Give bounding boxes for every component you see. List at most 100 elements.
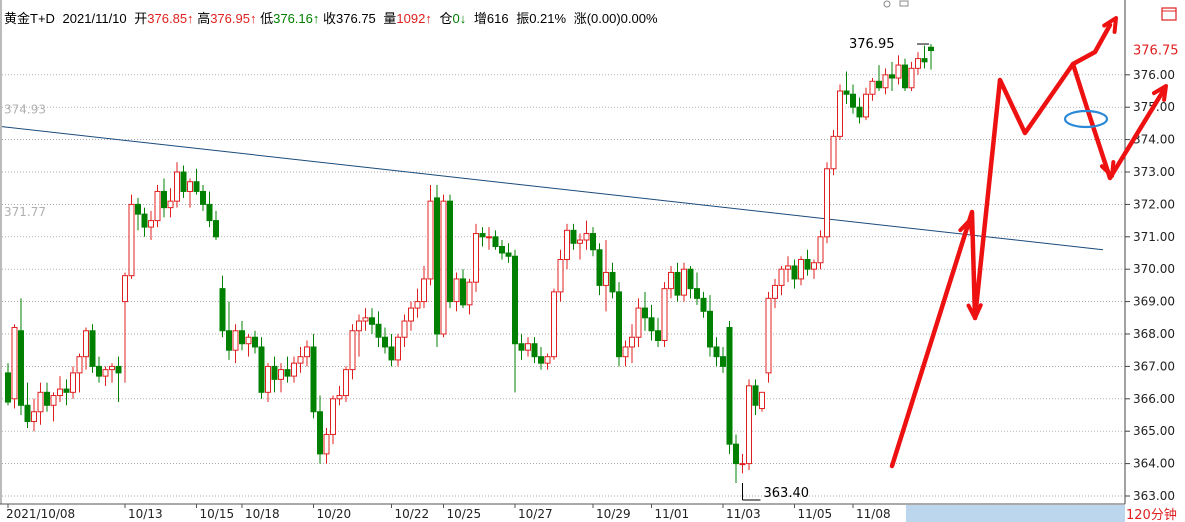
- candle: [694, 272, 700, 305]
- x-tick-label: 11/05: [798, 507, 833, 521]
- candle-body: [908, 67, 915, 89]
- candle-body: [889, 74, 895, 79]
- candle: [499, 240, 505, 260]
- candle-body: [343, 369, 349, 397]
- candle-body: [408, 307, 414, 322]
- candle: [603, 240, 609, 312]
- candle: [759, 391, 765, 412]
- candle: [330, 395, 336, 445]
- x-tick-label: 10/29: [596, 507, 631, 521]
- candle-body: [473, 233, 479, 283]
- candle-body: [778, 268, 785, 286]
- open-value: 376.85↑: [147, 11, 193, 26]
- reference-label-low: 371.77: [4, 205, 46, 219]
- candle-body: [674, 271, 681, 296]
- candle-body: [180, 171, 187, 192]
- candle-body: [759, 391, 765, 410]
- candle-body: [869, 80, 876, 95]
- y-tick-label: 376.00: [1133, 68, 1175, 82]
- candle: [733, 434, 739, 484]
- x-tick-label: 10/13: [128, 507, 163, 521]
- candle: [551, 288, 557, 360]
- candle: [518, 334, 525, 360]
- candle-body: [148, 220, 154, 228]
- high-label: 高: [197, 11, 210, 26]
- candle: [583, 220, 590, 250]
- candle-body: [369, 317, 375, 325]
- candle: [837, 84, 843, 140]
- candle: [122, 272, 128, 383]
- settings-icon[interactable]: [883, 0, 891, 8]
- candle: [369, 308, 375, 334]
- candle: [564, 223, 570, 270]
- candle-body: [713, 346, 720, 358]
- volume-value: 1092↑: [396, 11, 431, 26]
- candle-body: [356, 320, 362, 332]
- symbol-name: 黄金T+D: [4, 11, 55, 26]
- candle-body: [590, 233, 596, 251]
- restore-icon[interactable]: [899, 0, 909, 7]
- period-label[interactable]: 120分钟: [1126, 507, 1177, 522]
- candle: [50, 392, 57, 422]
- candle-body: [44, 391, 50, 406]
- candle: [746, 379, 752, 471]
- period-selector[interactable]: 120分钟: [906, 505, 1185, 522]
- period-scroll-bar[interactable]: [906, 505, 1125, 522]
- candle: [213, 210, 219, 241]
- x-tick-label: 10/15: [200, 507, 235, 521]
- candle: [785, 256, 791, 283]
- candle: [531, 337, 538, 364]
- candle-body: [89, 330, 96, 367]
- candle-body: [434, 197, 440, 335]
- period-box[interactable]: [1125, 505, 1185, 522]
- candle: [681, 262, 687, 302]
- candle-body: [291, 362, 297, 377]
- candle-body: [206, 203, 213, 222]
- candle-body: [265, 365, 271, 393]
- candle: [876, 65, 882, 91]
- candle: [791, 259, 798, 289]
- y-tick-label: 370.00: [1133, 262, 1175, 276]
- candle-body: [525, 343, 531, 351]
- candle-body: [811, 262, 817, 270]
- reference-label-high: 374.93: [4, 102, 46, 116]
- candle: [343, 366, 349, 403]
- oi-value: 0↓: [452, 11, 466, 26]
- candle: [817, 230, 824, 270]
- candle-body: [193, 181, 200, 192]
- candle-body: [252, 336, 258, 348]
- candle: [388, 334, 395, 367]
- annotation-arrowhead: [966, 303, 983, 320]
- candle-body: [882, 74, 889, 89]
- candle: [811, 259, 817, 279]
- candle-body: [414, 301, 421, 309]
- candle: [219, 275, 226, 338]
- candle: [622, 340, 629, 367]
- candle: [739, 453, 746, 474]
- chg-value: (0.00)0.00%: [587, 11, 658, 26]
- candle-body: [531, 343, 538, 358]
- annotation-arrowhead: [958, 218, 974, 236]
- candle-body: [460, 278, 466, 306]
- candle: [63, 379, 70, 406]
- candle-body: [447, 200, 453, 303]
- candle-body: [538, 356, 544, 364]
- quote-date: 2021/11/10: [63, 11, 127, 26]
- candle-body: [726, 327, 733, 445]
- candle-body: [323, 433, 330, 455]
- candle-body: [752, 385, 759, 406]
- candle: [401, 314, 408, 347]
- candle: [76, 353, 83, 393]
- candle: [414, 288, 421, 318]
- y-tick-label: 364.00: [1133, 457, 1175, 471]
- inc-label: 增: [474, 11, 487, 26]
- high-value: 376.95↑: [210, 11, 256, 26]
- candle-body: [336, 395, 343, 400]
- quote-header: 黄金T+D 2021/11/10 开376.85↑ 高376.95↑ 低376.…: [4, 11, 658, 26]
- candle: [668, 265, 674, 299]
- candle: [200, 184, 206, 211]
- candle: [882, 68, 889, 95]
- maximize-icon[interactable]: [1161, 7, 1177, 21]
- candle: [245, 334, 252, 357]
